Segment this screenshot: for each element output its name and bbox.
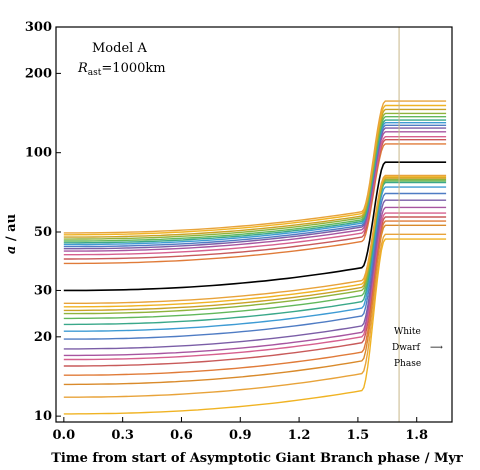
series-lines <box>63 100 447 415</box>
axis-ticks: 0.0 0.3 0.6 0.9 1.2 1.5 1.8 10 20 30 50 100 200 300 <box>25 20 428 443</box>
y-tick-label: 10 <box>34 409 52 424</box>
x-tick-label: 0.0 <box>53 428 76 443</box>
series-line <box>63 224 447 386</box>
phase-label-line2: Dwarf <box>392 343 421 353</box>
series-line <box>63 199 447 350</box>
series-line <box>63 238 447 415</box>
phase-arrow: ⟶ <box>430 343 443 353</box>
y-tick-label: 20 <box>34 330 52 345</box>
series-line <box>63 216 447 367</box>
y-tick-label: 30 <box>34 283 52 298</box>
x-tick-label: 0.3 <box>111 428 134 443</box>
x-tick-label: 0.9 <box>229 428 252 443</box>
y-tick-label: 100 <box>25 146 52 161</box>
annotation-radius: Rast=1000km <box>77 61 166 78</box>
series-line <box>63 143 447 265</box>
plot-frame <box>55 26 453 423</box>
series-line <box>63 206 447 357</box>
x-tick-label: 1.2 <box>288 428 311 443</box>
series-line <box>63 174 447 304</box>
y-axis-title: a / au <box>4 214 19 254</box>
series-line <box>63 233 447 398</box>
series-line <box>63 100 447 234</box>
x-tick-label: 1.5 <box>347 428 370 443</box>
series-line <box>63 181 447 326</box>
series-line <box>63 192 447 340</box>
phase-label-line3: Phase <box>394 359 421 369</box>
series-line <box>63 220 447 376</box>
y-tick-label: 300 <box>25 20 52 35</box>
phase-label-line1: White <box>394 327 421 337</box>
y-tick-label: 200 <box>25 66 52 81</box>
x-axis-title: Time from start of Asymptotic Giant Bran… <box>51 451 463 466</box>
y-tick-label: 50 <box>34 225 52 240</box>
x-tick-label: 1.8 <box>405 428 428 443</box>
x-tick-label: 0.6 <box>170 428 193 443</box>
annotation-model: Model A <box>92 41 147 56</box>
series-line <box>63 161 447 292</box>
series-line <box>63 186 447 332</box>
